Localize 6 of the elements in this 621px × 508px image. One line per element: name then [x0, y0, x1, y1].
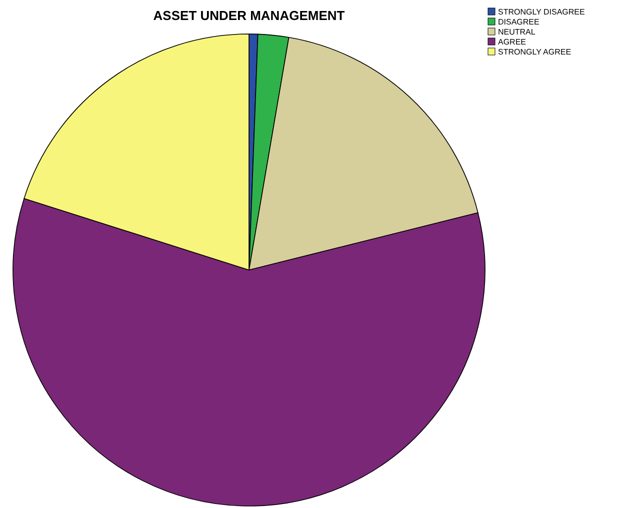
legend-label: STRONGLY DISAGREE — [498, 8, 585, 16]
legend-label: STRONGLY AGREE — [498, 48, 572, 56]
chart-title: ASSET UNDER MANAGEMENT — [153, 8, 345, 23]
legend-label: DISAGREE — [498, 18, 540, 26]
legend-label: AGREE — [498, 38, 526, 46]
legend-label: NEUTRAL — [498, 28, 536, 36]
